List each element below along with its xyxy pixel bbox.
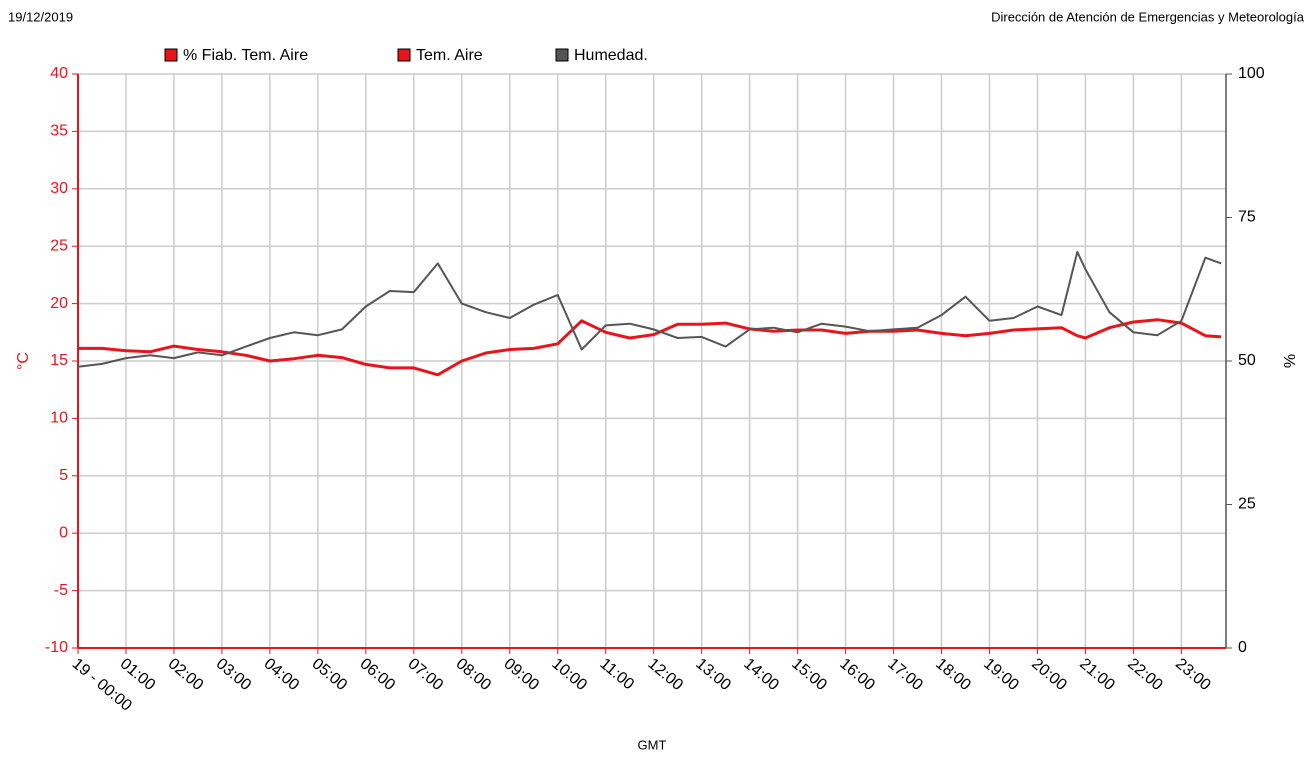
y-tick-label: 35 [50, 123, 68, 140]
y-tick-label: 40 [50, 65, 68, 82]
x-tick-label: 16:00 [836, 655, 878, 694]
y-tick-label: -5 [54, 582, 68, 599]
y-tick-label: 15 [50, 352, 68, 369]
y2-tick-label: 0 [1238, 639, 1247, 656]
x-tick-label: 15:00 [788, 655, 830, 694]
x-tick-label: 06:00 [357, 655, 399, 694]
x-tick-label: 02:00 [165, 655, 207, 694]
x-tick-label: 17:00 [884, 655, 926, 694]
y-tick-label: 30 [50, 180, 68, 197]
x-tick-label: 05:00 [309, 655, 351, 694]
x-tick-label: 20:00 [1028, 655, 1070, 694]
legend-swatch [397, 48, 411, 62]
y2-tick-label: 25 [1238, 496, 1256, 513]
x-tick-label: 19:00 [980, 655, 1022, 694]
legend-swatch [555, 48, 569, 62]
x-tick-label: 23:00 [1172, 655, 1214, 694]
y-tick-label: 5 [59, 467, 68, 484]
y-tick-label: -10 [45, 639, 68, 656]
y2-tick-label: 50 [1238, 352, 1256, 369]
y-tick-label: 25 [50, 237, 68, 254]
x-tick-label: 04:00 [261, 655, 303, 694]
x-tick-label: 01:00 [117, 655, 159, 694]
y-tick-label: 0 [59, 524, 68, 541]
x-tick-label: 14:00 [740, 655, 782, 694]
x-tick-label: 09:00 [500, 655, 542, 694]
y2-tick-label: 75 [1238, 209, 1256, 226]
legend-label: % Fiab. Tem. Aire [183, 47, 308, 64]
x-tick-label: 22:00 [1124, 655, 1166, 694]
x-tick-label: 13:00 [692, 655, 734, 694]
x-tick-label: 11:00 [596, 655, 637, 693]
y-tick-label: 10 [50, 410, 68, 427]
x-axis-label: GMT [638, 737, 667, 752]
x-tick-label: 18:00 [932, 655, 974, 694]
y-axis-label: °C [15, 352, 32, 370]
y2-tick-label: 100 [1238, 65, 1265, 82]
x-tick-label: 03:00 [213, 655, 255, 694]
y-tick-label: 20 [50, 295, 68, 312]
legend-label: Humedad. [574, 47, 648, 64]
legend-swatch [164, 48, 178, 62]
legend-label: Tem. Aire [416, 47, 483, 64]
x-tick-label: 07:00 [405, 655, 447, 694]
date: 19/12/2019 [8, 9, 73, 24]
series-line [77, 250, 1222, 368]
x-tick-label: 21:00 [1076, 655, 1118, 694]
series-line [78, 318, 1222, 377]
x-tick-label: 08:00 [452, 655, 494, 694]
source: Dirección de Atención de Emergencias y M… [991, 9, 1305, 24]
y2-axis-label: % [1280, 354, 1297, 368]
x-tick-label: 10:00 [548, 655, 590, 694]
x-tick-label: 12:00 [644, 655, 686, 694]
